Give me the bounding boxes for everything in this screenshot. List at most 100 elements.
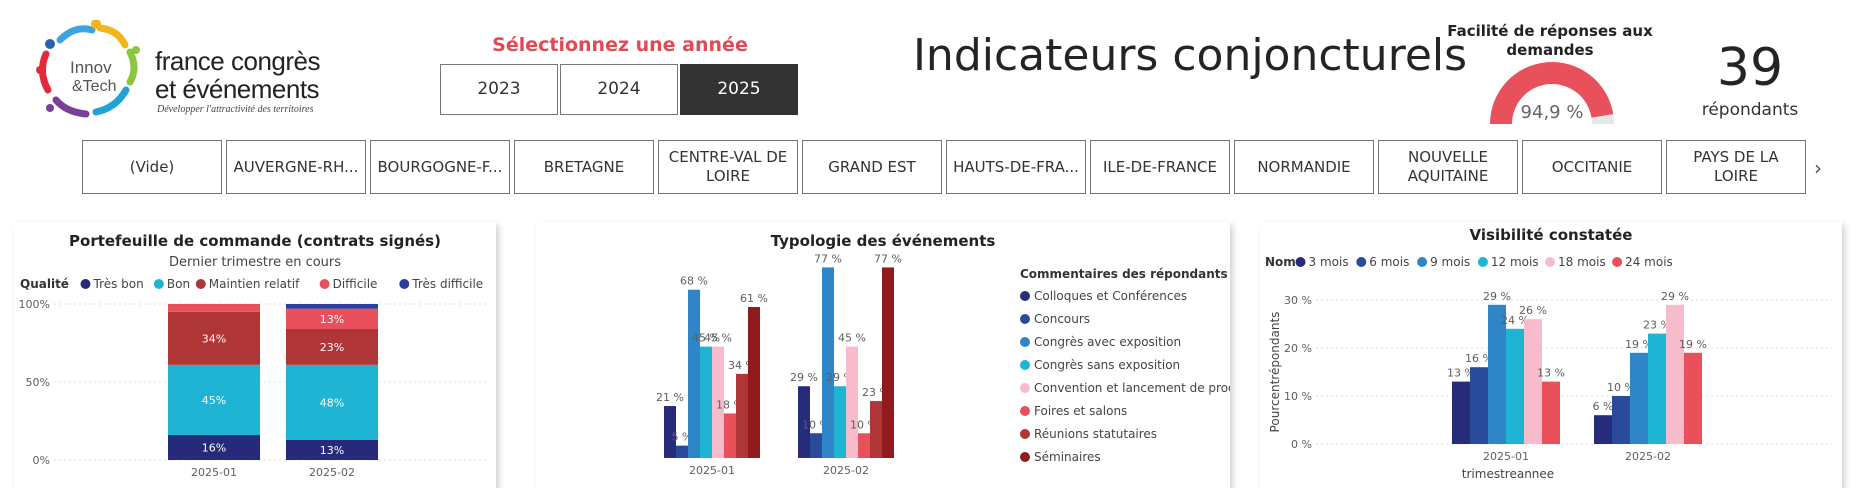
gauge-fill: [1490, 62, 1614, 124]
y-tick: 10 %: [1284, 390, 1312, 403]
legend-dot: [1020, 406, 1030, 416]
legend-dot: [399, 279, 410, 289]
data-label: 26 %: [1519, 304, 1547, 317]
region-button[interactable]: NORMANDIE: [1234, 140, 1374, 194]
logo-line2: et événements: [155, 74, 320, 104]
x-tick: 2025-02: [1625, 450, 1671, 463]
legend-dot: [1020, 452, 1030, 462]
bar: [1684, 352, 1702, 444]
bar: [748, 307, 760, 458]
data-label: 29 %: [1483, 290, 1511, 303]
x-tick: 2025-01: [191, 466, 237, 479]
legend-item: Foires et salons: [1034, 404, 1127, 418]
logo-innov: Innov: [70, 58, 112, 77]
bar: [712, 346, 724, 458]
bar: [1488, 304, 1506, 444]
data-label: 45 %: [704, 332, 732, 345]
chart-portefeuille: Portefeuille de commande (contrats signé…: [19, 232, 486, 479]
data-label: 77 %: [874, 252, 902, 265]
chevron-right-icon[interactable]: ›: [1814, 156, 1822, 180]
data-label: 13%: [320, 444, 344, 457]
bar: [700, 346, 712, 458]
respondents-count: 39: [1716, 38, 1784, 98]
legend-dot: [1020, 291, 1030, 301]
legend-item: Difficile: [333, 277, 378, 291]
data-label: 13 %: [1447, 367, 1475, 380]
bar: [858, 433, 870, 458]
data-label: 24 %: [1501, 314, 1529, 327]
legend-item: 12 mois: [1491, 255, 1539, 269]
data-label: 34%: [202, 332, 226, 345]
region-button[interactable]: HAUTS-DE-FRA...: [946, 140, 1086, 194]
legend-dot: [1612, 257, 1623, 267]
bar: [1630, 352, 1648, 444]
bar-segment: [286, 328, 378, 365]
region-button[interactable]: OCCITANIE: [1522, 140, 1662, 194]
chart-title: Typologie des événements: [771, 232, 996, 250]
region-button[interactable]: ILE-DE-FRANCE: [1090, 140, 1230, 194]
data-label: 19 %: [1625, 338, 1653, 351]
x-tick: 2025-01: [1483, 450, 1529, 463]
region-button[interactable]: AUVERGNE-RH...: [226, 140, 366, 194]
legend-item: Bon: [167, 277, 190, 291]
legend-dot: [1417, 257, 1428, 267]
region-button[interactable]: PAYS DE LA LOIRE: [1666, 140, 1806, 194]
data-label: 13 %: [1537, 367, 1565, 380]
legend-dot: [80, 279, 91, 289]
year-button-2025[interactable]: 2025: [680, 64, 798, 115]
legend-dot: [1020, 360, 1030, 370]
data-label: 23 %: [1643, 319, 1671, 332]
legend-dot: [1545, 257, 1555, 267]
region-button[interactable]: BOURGOGNE-F...: [370, 140, 510, 194]
bar: [834, 386, 846, 458]
panel-typologie: Typologie des événements Commentaires des…: [536, 222, 1230, 488]
year-button-2024[interactable]: 2024: [560, 64, 678, 115]
chart-title: Portefeuille de commande (contrats signé…: [69, 232, 441, 250]
x-axis-label: trimestreannee: [1462, 467, 1554, 481]
legend-item: 6 mois: [1369, 255, 1409, 269]
region-button[interactable]: CENTRE-VAL DE LOIRE: [658, 140, 798, 194]
bar: [1612, 396, 1630, 444]
gauge-chart: [1490, 60, 1614, 130]
data-label: 21 %: [656, 391, 684, 404]
region-button[interactable]: NOUVELLE AQUITAINE: [1378, 140, 1518, 194]
page-title: Indicateurs conjoncturels: [912, 30, 1468, 81]
chart-typologie: Typologie des événements Commentaires des…: [656, 232, 1230, 477]
data-label: 29 %: [1661, 290, 1689, 303]
bar: [1470, 367, 1488, 444]
legend-item: Concours: [1034, 312, 1090, 326]
year-selector-title: Sélectionnez une année: [492, 34, 748, 56]
year-button-2023[interactable]: 2023: [440, 64, 558, 115]
gauge-title: Facilité de réponses aux demandes: [1447, 22, 1653, 59]
gauge-value: 94,9 %: [1520, 102, 1584, 123]
legend-item: 9 mois: [1430, 255, 1470, 269]
y-axis-label: Pourcentrépondants: [1268, 312, 1282, 433]
y-tick: 20 %: [1284, 342, 1312, 355]
bar: [736, 373, 748, 458]
legend-dot: [1020, 314, 1030, 324]
bar-segment: [168, 435, 260, 460]
bar: [1666, 304, 1684, 444]
chart-subtitle: Dernier trimestre en cours: [169, 255, 341, 270]
bar: [846, 346, 858, 458]
y-tick: 0 %: [1291, 438, 1312, 451]
bar: [822, 267, 834, 458]
legend-dot: [153, 279, 164, 289]
data-label: 29 %: [790, 371, 818, 384]
region-button[interactable]: (Vide): [82, 140, 222, 194]
legend-dot: [1295, 257, 1306, 267]
logo-ring-icon: [36, 20, 140, 118]
bar-segment: [286, 308, 378, 329]
logo: Innov &Tech france congrès et événements…: [30, 20, 330, 130]
bar: [1506, 328, 1524, 444]
data-label: 45 %: [692, 332, 720, 345]
region-button[interactable]: GRAND EST: [802, 140, 942, 194]
bar-segment: [286, 364, 378, 440]
legend-dot: [1477, 257, 1488, 267]
legend-item: Congrès avec exposition: [1034, 335, 1181, 349]
region-button[interactable]: BRETAGNE: [514, 140, 654, 194]
data-label: 23%: [320, 341, 344, 354]
bar-segment: [168, 304, 260, 312]
legend-item: Très difficile: [411, 277, 483, 291]
legend-item: 3 mois: [1309, 255, 1349, 269]
